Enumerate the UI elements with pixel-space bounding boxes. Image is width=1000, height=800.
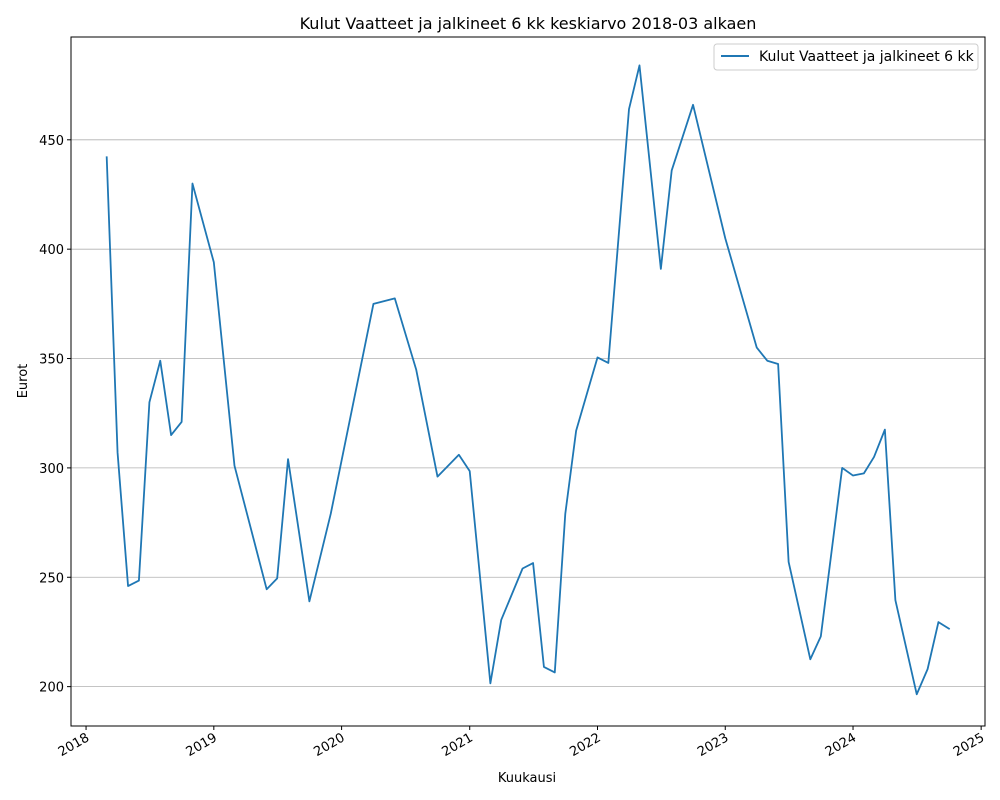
y-axis-label: Eurot — [16, 364, 31, 399]
chart-title: Kulut Vaatteet ja jalkineet 6 kk keskiar… — [300, 14, 757, 33]
legend-box — [713, 43, 979, 71]
y-tick-label-350: 350 — [39, 353, 64, 368]
series-line-0 — [105, 64, 951, 696]
plot-frame — [70, 36, 986, 727]
y-tick-label-400: 400 — [39, 243, 64, 258]
y-tick-label-450: 450 — [39, 134, 64, 149]
y-tick-label-250: 250 — [39, 571, 64, 586]
y-tick-label-200: 200 — [39, 681, 64, 696]
x-axis-label: Kuukausi — [498, 771, 556, 786]
y-tick-label-300: 300 — [39, 462, 64, 477]
legend: Kulut Vaatteet ja jalkineet 6 kk — [713, 43, 979, 71]
legend-label: Kulut Vaatteet ja jalkineet 6 kk — [759, 49, 975, 65]
series-layer — [105, 64, 951, 696]
y-axis: 200 250 300 350 400 450 — [39, 134, 71, 696]
